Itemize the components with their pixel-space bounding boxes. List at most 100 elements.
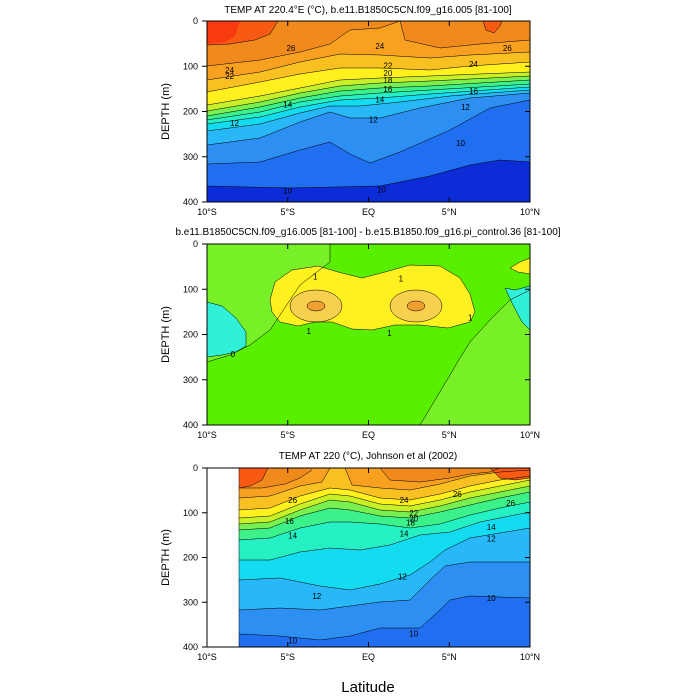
p3-fill-27b <box>490 468 530 480</box>
contour-label: 12 <box>487 535 496 544</box>
panel-2-ylabel: DEPTH (m) <box>160 306 172 363</box>
panel-1-xtick-label: 5°N <box>442 207 457 217</box>
panel-1-ytick-label: 100 <box>183 61 198 71</box>
panel-1-xtick-label: 10°N <box>520 207 540 217</box>
contour-label: 18 <box>383 76 392 85</box>
p2-contour-lines <box>207 244 530 425</box>
p2-fill-core-left <box>307 301 325 311</box>
contour-label: 18 <box>406 519 415 528</box>
panel-2-ytick-label: 200 <box>183 330 198 340</box>
panel-3-xtick-label: 5°N <box>442 652 457 662</box>
contour-label: 14 <box>375 95 384 104</box>
contour-label: 24 <box>225 66 234 75</box>
contour-label: 1 <box>307 327 312 336</box>
p3-fill-27 <box>239 468 268 488</box>
p2-fill-core-right <box>407 301 425 311</box>
contour-label: 14 <box>288 532 297 541</box>
contour-label: 14 <box>400 529 409 538</box>
p3-fill-26b <box>380 468 500 482</box>
panel-3-ytick-label: 400 <box>183 642 198 652</box>
p3-contour-lines <box>238 468 530 647</box>
panel-3-ytick-label: 200 <box>183 553 198 563</box>
contour-label: 10 <box>377 185 386 194</box>
panel-2-xtick-label: 10°N <box>520 430 540 440</box>
panel-1-xtick-label: 10°S <box>197 207 217 217</box>
p1-contour-lines <box>207 21 530 189</box>
panel-3-ytick-label: 300 <box>183 597 198 607</box>
panel-3-xtick-label: 5°S <box>280 652 295 662</box>
contour-label: 12 <box>230 119 239 128</box>
panel-1-xtick-label: 5°S <box>280 207 295 217</box>
contour-label: 26 <box>288 496 297 505</box>
contour-label: 22 <box>383 61 392 70</box>
contour-label: 26 <box>503 44 512 53</box>
contour-label: 14 <box>283 101 292 110</box>
panel-2-xtick-label: 5°S <box>280 430 295 440</box>
contour-label: 10 <box>487 594 496 603</box>
contour-label: 10 <box>288 636 297 645</box>
panel-2-xtick-label: 5°N <box>442 430 457 440</box>
panel-1: TEMP AT 220.4°E (°C), b.e11.B1850C5CN.f0… <box>206 5 531 203</box>
panel-2: b.e11.B1850C5CN.f09_g16.005 [81-100] - b… <box>175 227 561 426</box>
contour-label: 1 <box>399 274 404 283</box>
panel-2-contours <box>207 244 530 425</box>
p1-fill-27 <box>207 21 240 44</box>
p2-fill-light-right <box>420 290 530 425</box>
contour-label: 22 <box>409 509 418 518</box>
contour-label: 1 <box>313 273 318 282</box>
panel-3-xtick-label: 10°S <box>197 652 217 662</box>
contour-label: 14 <box>487 523 496 532</box>
contour-label: 0 <box>231 350 236 359</box>
contour-label: 12 <box>369 116 378 125</box>
p2-fill-cyan-right <box>505 286 530 330</box>
panel-3-ylabel: DEPTH (m) <box>160 529 172 586</box>
panel-3-title: TEMP AT 220 (°C), Johnson et al (2002) <box>279 451 458 462</box>
panel-3-xtick-label: 10°N <box>520 652 540 662</box>
contour-label: 20 <box>409 515 418 524</box>
figure-xlabel: Latitude <box>341 679 394 696</box>
p1-fill-26b <box>483 21 502 33</box>
panel-3: TEMP AT 220 (°C), Johnson et al (2002) <box>206 451 531 648</box>
p2-contour-labels: 1 1 1 1 1 0 <box>231 273 473 359</box>
panel-1-ytick-label: 200 <box>183 107 198 117</box>
contour-label: 24 <box>469 60 478 69</box>
contour-label: 16 <box>383 85 392 94</box>
contour-label: 24 <box>375 42 384 51</box>
panel-2-ytick-label: 300 <box>183 375 198 385</box>
p2-fill-cyan-left <box>207 302 246 357</box>
panel-1-ytick-label: 400 <box>183 197 198 207</box>
contour-label: 1 <box>468 313 473 322</box>
panel-3-contours <box>207 468 530 647</box>
contour-label: 16 <box>285 517 294 526</box>
panel-2-xtick-label: 10°S <box>197 430 217 440</box>
panel-2-ytick-label: 100 <box>183 284 198 294</box>
contour-label: 20 <box>383 69 392 78</box>
contour-label: 10 <box>283 187 292 196</box>
contour-label: 1 <box>387 329 392 338</box>
panel-2-ytick-label: 0 <box>193 239 198 249</box>
panel-2-xtick-label: EQ <box>362 430 375 440</box>
contour-label: 26 <box>506 499 515 508</box>
contour-label: 16 <box>469 87 478 96</box>
contour-label: 24 <box>400 496 409 505</box>
contour-label: 26 <box>453 490 462 499</box>
contour-label: 12 <box>398 572 407 581</box>
contour-label: 12 <box>461 103 470 112</box>
contour-label: 12 <box>312 592 321 601</box>
panel-1-xtick-label: EQ <box>362 207 375 217</box>
panel-3-ytick-label: 0 <box>193 463 198 473</box>
panel-1-ylabel: DEPTH (m) <box>160 83 172 140</box>
panel-1-title: TEMP AT 220.4°E (°C), b.e11.B1850C5CN.f0… <box>224 5 512 16</box>
panel-1-ytick-label: 0 <box>193 16 198 26</box>
contour-label: 10 <box>409 630 418 639</box>
panel-2-ytick-label: 400 <box>183 420 198 430</box>
contour-label: 22 <box>225 72 234 81</box>
panel-3-xtick-label: EQ <box>362 652 375 662</box>
contour-label: 10 <box>456 139 465 148</box>
contour-label: 26 <box>287 44 296 53</box>
p2-fill-yellow-edge <box>510 258 530 274</box>
panel-1-contours <box>207 21 530 202</box>
